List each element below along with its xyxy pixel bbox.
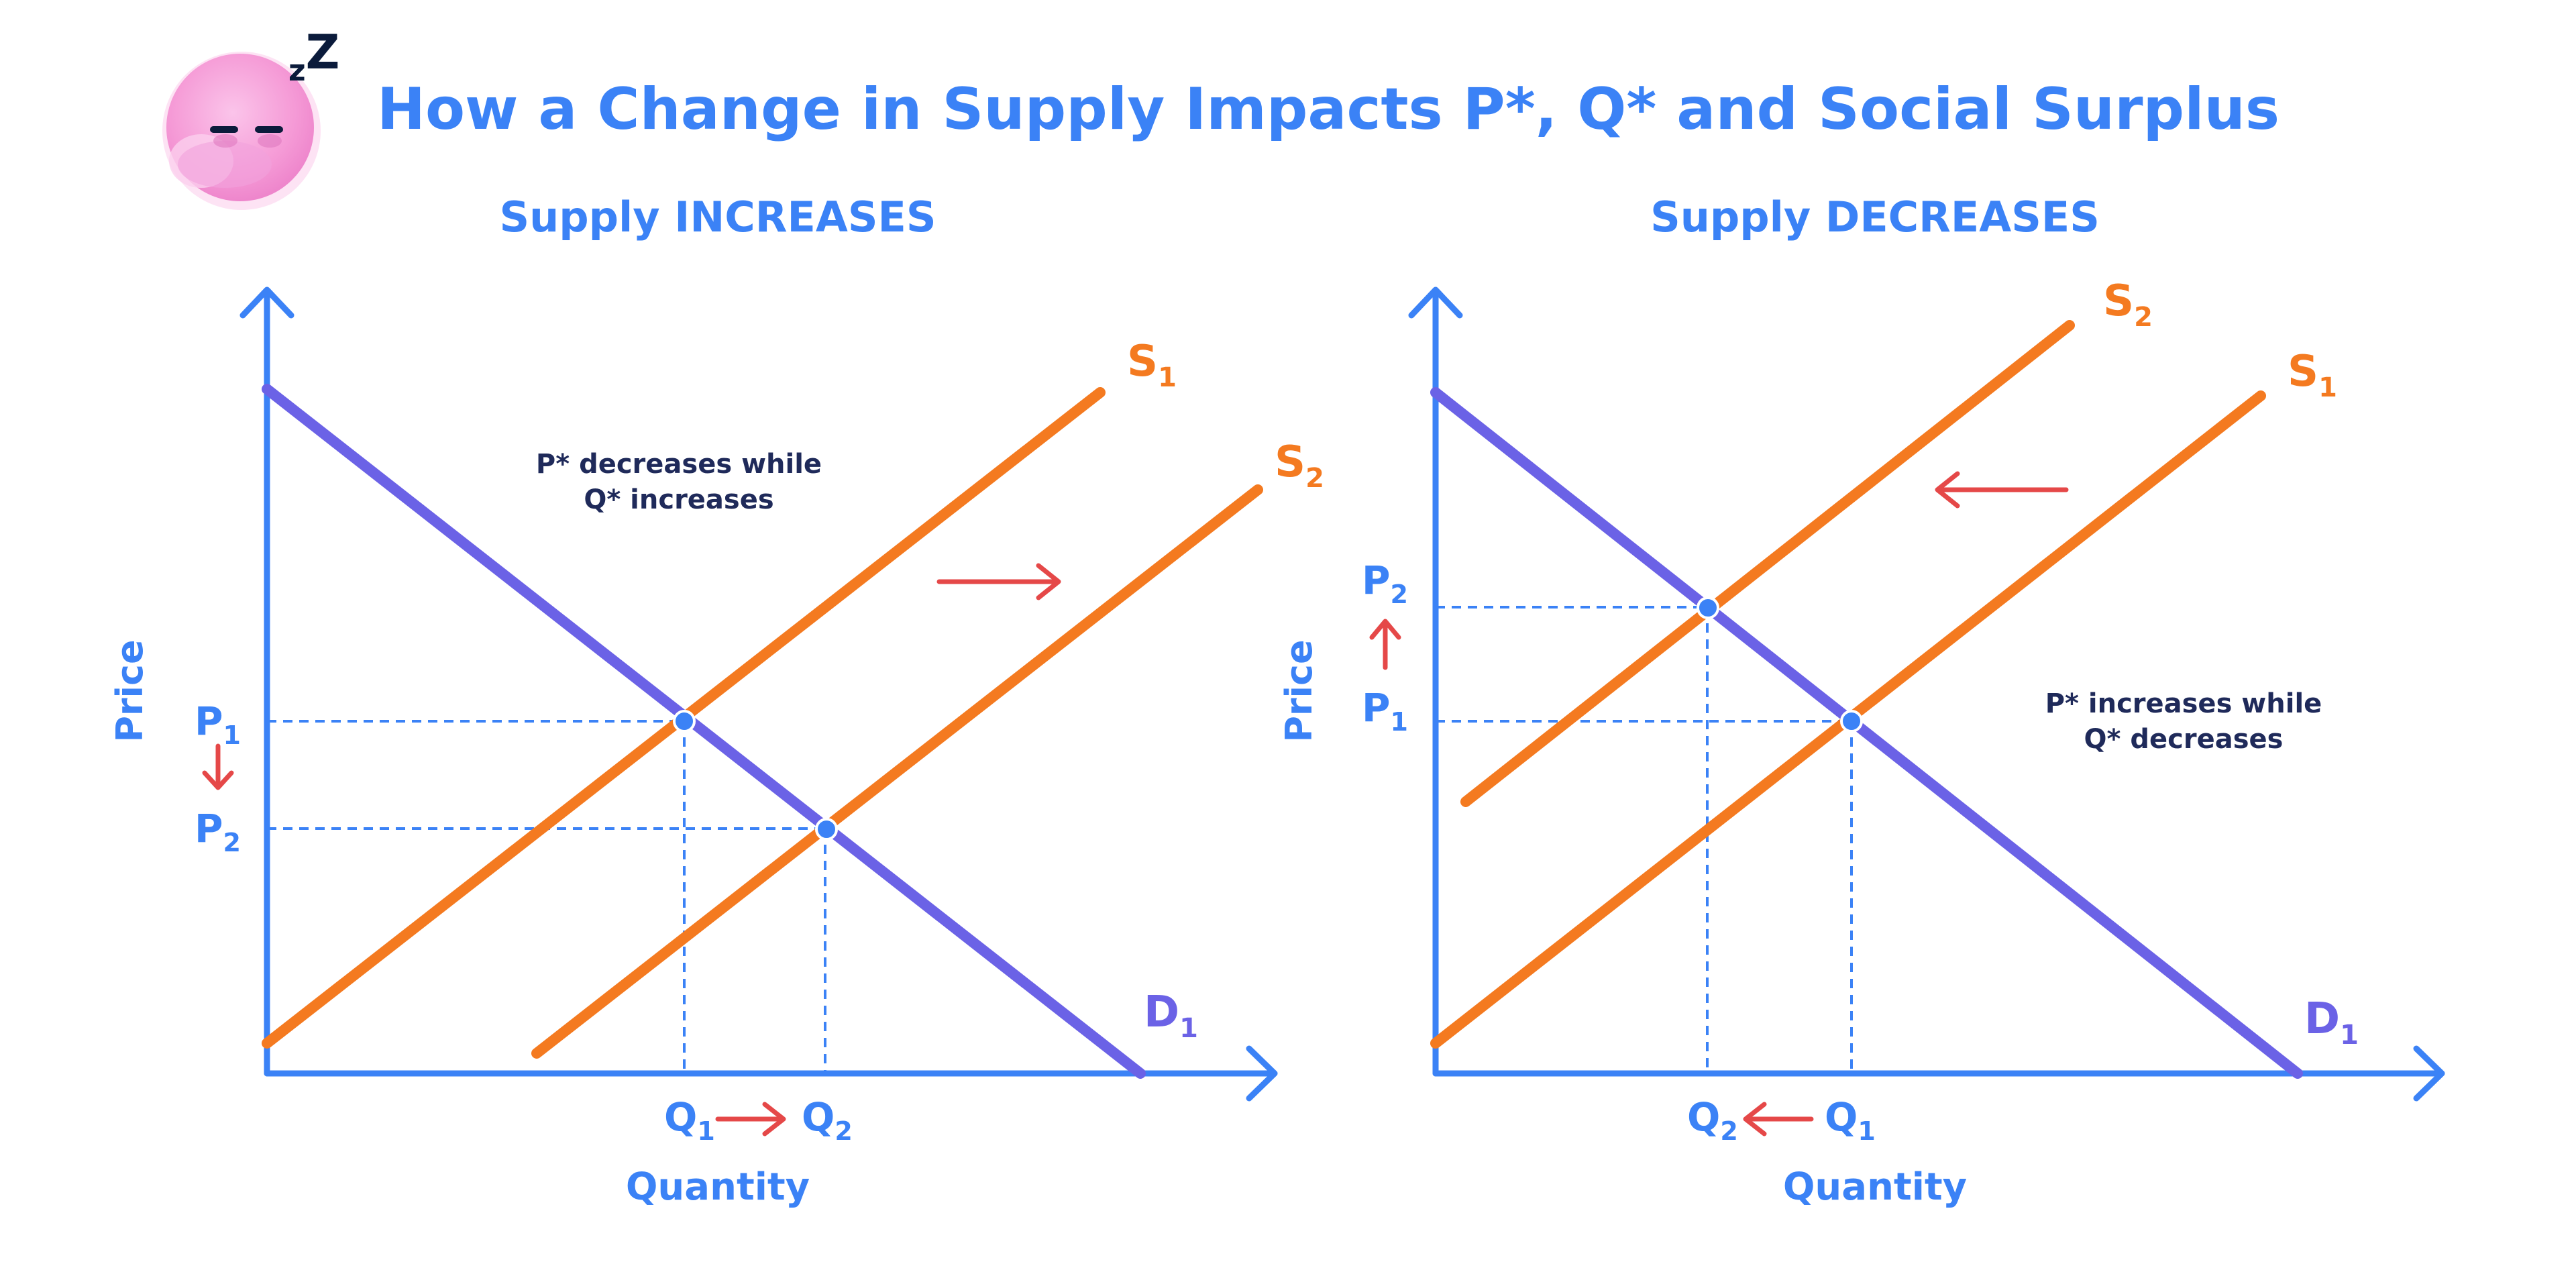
- left-supply-curve-s2: [531, 484, 1263, 1059]
- left-axes: [239, 286, 1278, 1102]
- right-s2-label: S2: [2103, 276, 2153, 333]
- left-panel-subtitle: Supply INCREASES: [500, 193, 936, 242]
- left-d1-label: D1: [1144, 988, 1198, 1044]
- left-quantity-label-1: Q1: [664, 1094, 715, 1146]
- left-equilibrium-point-1: [673, 710, 696, 733]
- left-note-line-1: P* decreases while: [536, 449, 822, 480]
- right-shift-left-arrow-icon: [1935, 471, 2069, 509]
- page-title: How a Change in Supply Impacts P*, Q* an…: [377, 76, 2279, 143]
- left-x-axis-label: Quantity: [626, 1165, 810, 1209]
- right-equilibrium-point-2: [1697, 596, 1719, 619]
- mascot-zzz-text: zZ: [288, 25, 339, 88]
- left-demand-curve: [262, 384, 1146, 1079]
- right-price-up-arrow-icon: [1369, 619, 1401, 670]
- left-price-label-top: P1: [195, 698, 241, 750]
- left-price-down-arrow-icon: [202, 743, 234, 790]
- left-panel: Price Quantity S1 S2 D1 P1 P2 Q1 Q2: [109, 286, 1324, 1209]
- right-note-line-1: P* increases while: [2045, 688, 2322, 719]
- left-quantity-label-2: Q2: [802, 1094, 853, 1146]
- right-supply-curve-s2: [1460, 320, 2075, 807]
- left-equilibrium-point-2: [815, 818, 838, 841]
- right-x-axis-label: Quantity: [1783, 1165, 1967, 1209]
- right-price-label-top: P2: [1362, 558, 1408, 609]
- right-axes: [1408, 286, 2445, 1102]
- left-s2-label: S2: [1275, 437, 1324, 494]
- right-note-line-2: Q* decreases: [2084, 724, 2284, 755]
- left-s1-label: S1: [1127, 337, 1177, 393]
- right-s1-label: S1: [2288, 347, 2337, 403]
- left-price-label-bottom: P2: [195, 806, 241, 857]
- right-d1-label: D1: [2304, 994, 2359, 1051]
- right-price-label-bottom: P1: [1362, 685, 1408, 737]
- right-demand-curve: [1430, 387, 2303, 1079]
- left-quantity-right-arrow-icon: [715, 1102, 786, 1136]
- left-note-line-2: Q* increases: [584, 484, 773, 515]
- right-quantity-left-arrow-icon: [1743, 1102, 1814, 1136]
- right-quantity-label-2: Q2: [1687, 1094, 1738, 1146]
- left-shift-right-arrow-icon: [936, 563, 1061, 600]
- right-panel-subtitle: Supply DECREASES: [1650, 193, 2100, 242]
- left-y-axis-label: Price: [109, 639, 151, 742]
- right-quantity-label-1: Q1: [1825, 1094, 1876, 1146]
- right-panel: Price Quantity S2 S1 D1 P2 P1 Q2 Q1: [1278, 276, 2445, 1209]
- right-y-axis-label: Price: [1278, 639, 1320, 742]
- right-equilibrium-point-1: [1840, 710, 1863, 733]
- sleeping-blob-icon: zZ: [162, 25, 339, 210]
- right-guide-lines: [1436, 606, 1853, 1073]
